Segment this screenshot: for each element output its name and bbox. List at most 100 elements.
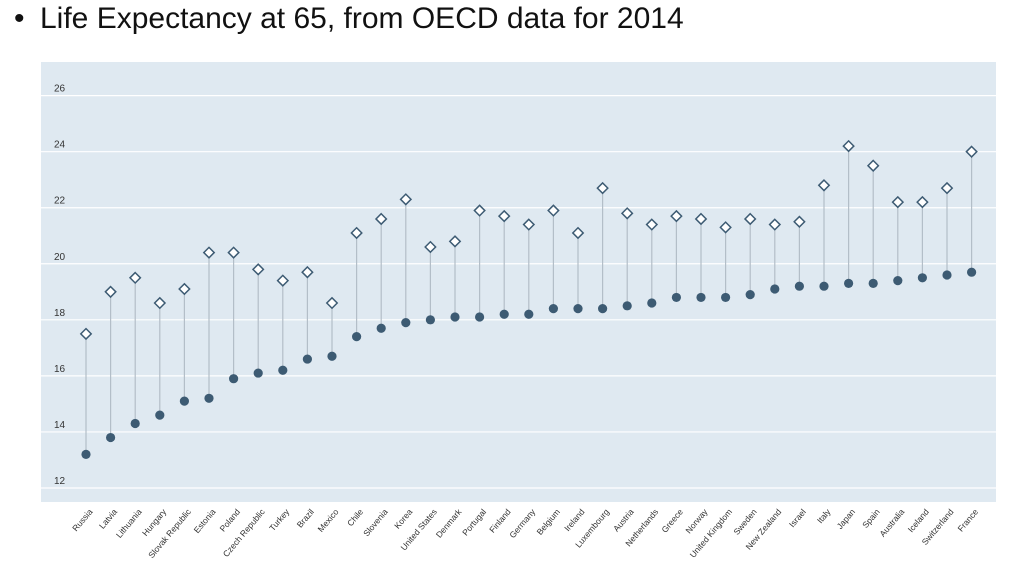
circle-point (671, 292, 682, 303)
diamond-point (325, 296, 339, 310)
x-tick-label: Greece (659, 507, 685, 535)
diamond-point (128, 271, 142, 285)
circle-point (475, 312, 485, 322)
slide-title: • Life Expectancy at 65, from OECD data f… (14, 2, 684, 36)
circle-point (401, 318, 411, 328)
diamond-point (768, 218, 782, 231)
diamond-series (79, 139, 978, 341)
x-tick-label: Latvia (97, 507, 119, 531)
y-tick-label: 12 (54, 476, 66, 487)
diamond-point (547, 204, 560, 217)
x-tick-label: Mexico (316, 507, 341, 534)
circle-point (524, 309, 534, 319)
diamond-point (522, 218, 536, 231)
diamond-point (965, 145, 978, 158)
circle-point (745, 290, 755, 300)
circle-point (942, 270, 952, 280)
circle-point (302, 354, 312, 364)
diamond-point (842, 139, 855, 153)
circle-point (622, 301, 632, 311)
x-tick-label: Australia (877, 507, 906, 539)
diamond-point (374, 212, 388, 226)
x-tick-label: Austria (611, 507, 636, 534)
diamond-point (79, 327, 93, 341)
title-text: Life Expectancy at 65, from OECD data fo… (40, 2, 684, 35)
diamond-point (645, 218, 659, 231)
diamond-point (719, 221, 732, 234)
circle-point (450, 312, 460, 322)
circle-point (967, 267, 977, 277)
circle-point (598, 304, 608, 314)
diamond-point (620, 207, 634, 220)
circle-point (106, 432, 116, 443)
diamond-point (743, 212, 757, 226)
x-tick-label: Japan (835, 507, 858, 531)
diamond-point (497, 209, 511, 223)
x-tick-label: Chile (345, 507, 365, 528)
gridlines (41, 95, 996, 489)
circle-point (770, 284, 780, 294)
circle-point (548, 304, 559, 314)
circle-point (868, 278, 878, 289)
diamond-point (473, 204, 486, 217)
circle-point (352, 332, 362, 342)
circle-point (278, 365, 288, 375)
diamond-point (399, 193, 413, 206)
x-tick-label: Italy (815, 506, 833, 525)
circle-point (327, 351, 337, 361)
x-tick-label: Belgium (535, 507, 562, 537)
x-tick-label: Turkey (267, 506, 292, 533)
circle-point (696, 292, 706, 303)
circle-point (155, 410, 165, 420)
diamond-point (793, 215, 806, 229)
diamond-point (251, 263, 265, 276)
y-tick-label: 18 (54, 308, 66, 319)
circle-point (253, 368, 263, 378)
x-tick-label: Denmark (434, 506, 464, 539)
diamond-point (891, 195, 905, 209)
stems (85, 146, 973, 455)
x-tick-label: Portugal (460, 507, 488, 538)
x-tick-label: Ireland (562, 507, 587, 534)
diamond-point (276, 274, 290, 287)
diamond-point (916, 195, 929, 209)
diamond-point (866, 159, 880, 172)
y-tick-label: 22 (54, 196, 66, 207)
circle-point (179, 396, 189, 406)
circle-point (647, 298, 657, 308)
y-tick-label: 16 (54, 364, 66, 375)
circle-point (893, 275, 903, 286)
diamond-point (571, 226, 585, 240)
x-tick-label: Poland (217, 507, 242, 534)
circle-point (130, 418, 140, 429)
diamond-point (350, 226, 363, 240)
diamond-point (104, 285, 117, 299)
diamond-point (817, 179, 831, 192)
circle-point (844, 278, 854, 289)
x-tick-label: Germany (507, 506, 538, 540)
diamond-point (694, 212, 708, 226)
x-tick-label: Israel (787, 507, 808, 529)
diamond-point (227, 246, 240, 259)
circle-point (229, 374, 239, 384)
x-tick-label: France (955, 507, 980, 534)
plot-area (41, 62, 996, 502)
x-tick-label: Estonia (192, 507, 218, 535)
diamond-point (424, 240, 437, 254)
title-bullet: • (14, 2, 25, 35)
circle-point (794, 281, 805, 291)
x-tick-label: Russia (70, 507, 95, 534)
diamond-point (596, 181, 609, 195)
x-tick-label: Lithuania (114, 507, 144, 540)
diamond-point (448, 235, 462, 248)
y-tick-label: 14 (54, 420, 66, 431)
x-tick-label: Spain (860, 507, 882, 530)
diamond-point (153, 296, 167, 310)
y-tick-label: 24 (54, 140, 66, 151)
y-axis: 12 14 16 18 20 22 24 26 (54, 84, 66, 487)
circle-point (917, 273, 928, 283)
x-tick-label: Korea (392, 507, 414, 531)
circle-point (81, 449, 91, 459)
